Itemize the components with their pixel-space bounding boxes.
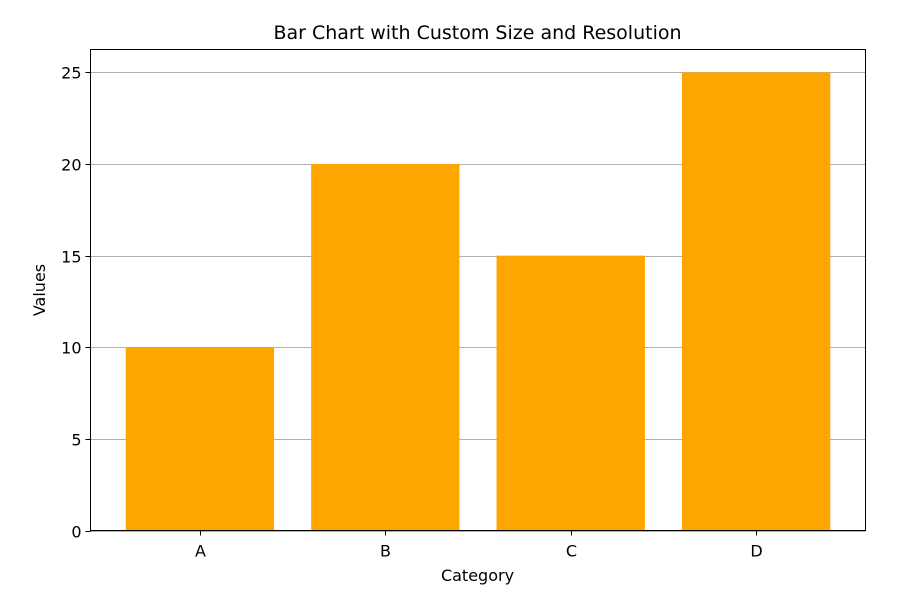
bar-B [311,164,460,531]
x-tick-label: B [380,542,391,561]
chart-title: Bar Chart with Custom Size and Resolutio… [273,22,681,44]
x-tick-label: C [566,542,577,561]
y-axis: 0 5 10 15 20 25 [61,64,91,542]
x-axis: A B C D [195,530,763,561]
x-tick-label: D [750,542,762,561]
y-tick-label: 20 [61,156,81,175]
y-axis-label: Values [30,264,49,316]
bar-A [125,347,275,531]
bar-D [681,72,831,531]
y-tick-label: 0 [71,523,81,542]
y-tick-label: 10 [61,339,81,358]
bars [125,72,831,531]
y-tick-label: 15 [61,248,81,267]
x-axis-label: Category [441,566,514,585]
plot-frame [90,49,866,531]
bar-C [496,255,645,531]
x-tick-label: A [195,542,206,561]
y-tick-label: 5 [71,431,81,450]
y-tick-label: 25 [61,64,81,83]
